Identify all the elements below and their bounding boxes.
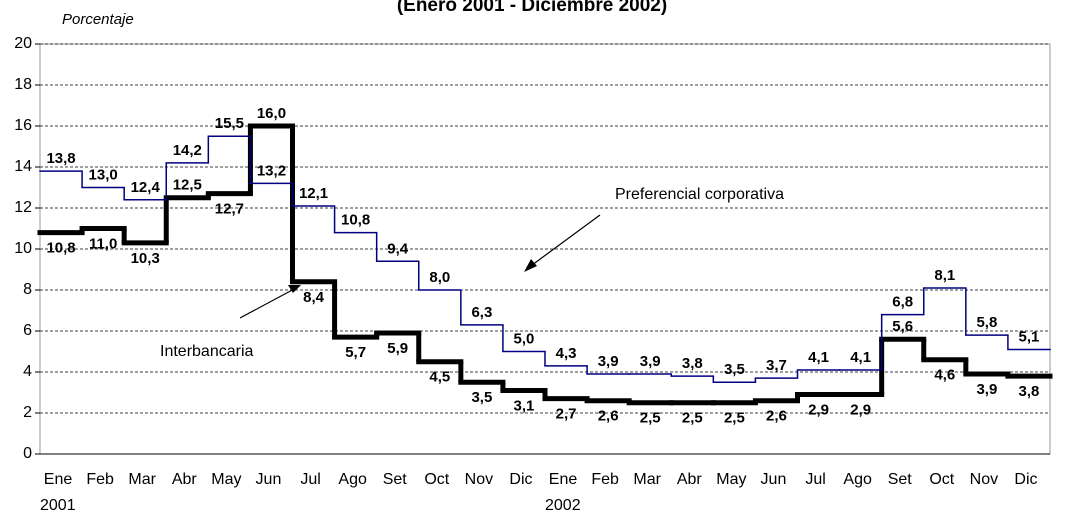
y-tick-label: 4: [23, 363, 32, 380]
value-label: 8,1: [934, 267, 955, 284]
x-tick-label: Mar: [633, 471, 661, 488]
x-tick-label: Ago: [338, 471, 367, 488]
value-label: 5,8: [976, 314, 997, 331]
value-label: 13,0: [89, 166, 118, 183]
y-tick-label: 6: [23, 322, 32, 339]
value-label: 6,3: [471, 304, 492, 321]
x-tick-label: Feb: [86, 471, 114, 488]
value-label: 2,6: [598, 408, 619, 425]
y-tick-label: 8: [23, 281, 32, 298]
value-label: 14,2: [173, 142, 202, 159]
value-label: 10,8: [46, 240, 75, 257]
x-tick-label: Nov: [465, 471, 493, 488]
value-label: 3,9: [976, 381, 997, 398]
x-tick-label: Ene: [44, 471, 73, 488]
value-label: 2,6: [766, 408, 787, 425]
value-label: 2,5: [682, 410, 703, 427]
y-tick-label: 12: [14, 199, 32, 216]
annotation-arrow: [239, 287, 297, 319]
x-tick-label: Set: [383, 471, 408, 488]
x-tick-label: Set: [888, 471, 913, 488]
value-label: 3,9: [640, 353, 661, 370]
value-label: 3,8: [682, 355, 703, 372]
value-label: 15,5: [215, 115, 244, 132]
y-tick-label: 2: [23, 404, 32, 421]
x-group-label: 2002: [545, 497, 581, 514]
value-label: 5,6: [892, 318, 913, 335]
value-label: 4,6: [934, 367, 955, 384]
value-label: 12,4: [131, 179, 161, 196]
value-label: 5,1: [1019, 328, 1040, 345]
x-tick-label: Feb: [591, 471, 619, 488]
x-tick-label: May: [716, 471, 746, 488]
x-tick-label: Jun: [761, 471, 787, 488]
value-label: 3,1: [514, 397, 535, 414]
y-tick-label: 10: [14, 240, 32, 257]
value-label: 10,3: [131, 250, 160, 267]
annotation-arrow: [527, 214, 601, 269]
x-group-label: 2001: [40, 497, 76, 514]
y-tick-label: 14: [14, 158, 32, 175]
x-tick-label: May: [211, 471, 241, 488]
value-label: 13,2: [257, 162, 286, 179]
value-label: 4,5: [429, 369, 450, 386]
value-label: 12,5: [173, 177, 202, 194]
value-label: 2,5: [724, 410, 745, 427]
y-tick-label: 0: [23, 445, 32, 462]
value-label: 5,0: [514, 330, 535, 347]
value-label: 3,9: [598, 353, 619, 370]
value-label: 13,8: [46, 150, 75, 167]
x-tick-label: Oct: [929, 471, 954, 488]
value-label: 5,9: [387, 340, 408, 357]
value-label: 8,0: [429, 269, 450, 286]
value-label: 6,8: [892, 294, 913, 311]
value-label: 4,3: [556, 345, 577, 362]
series-label: Interbancaria: [160, 343, 253, 360]
x-tick-label: Abr: [172, 471, 198, 488]
x-tick-label: Dic: [509, 471, 532, 488]
x-tick-label: Oct: [424, 471, 449, 488]
value-label: 12,1: [299, 185, 328, 202]
value-label: 2,7: [556, 406, 577, 423]
value-label: 16,0: [257, 105, 286, 122]
x-tick-label: Ago: [843, 471, 872, 488]
x-tick-label: Jun: [256, 471, 282, 488]
value-label: 3,7: [766, 357, 787, 374]
x-tick-label: Jul: [805, 471, 825, 488]
y-axis-label: Porcentaje: [62, 11, 134, 28]
value-label: 2,9: [850, 402, 871, 419]
value-label: 2,9: [808, 402, 829, 419]
series-label: Preferencial corporativa: [615, 186, 784, 203]
chart-title: (Enero 2001 - Diciembre 2002): [397, 0, 667, 16]
arrow-head: [288, 285, 301, 293]
value-label: 9,4: [387, 240, 409, 257]
y-tick-label: 18: [14, 76, 32, 93]
x-tick-label: Abr: [677, 471, 703, 488]
value-label: 5,7: [345, 344, 366, 361]
value-label: 12,7: [215, 201, 244, 218]
value-label: 11,0: [89, 235, 117, 252]
value-label: 3,5: [724, 361, 745, 378]
x-tick-label: Dic: [1014, 471, 1037, 488]
x-tick-label: Nov: [970, 471, 998, 488]
x-tick-label: Ene: [549, 471, 578, 488]
arrow-head: [524, 259, 537, 272]
value-label: 3,5: [471, 389, 492, 406]
y-tick-label: 16: [14, 117, 32, 134]
value-label: 2,5: [640, 410, 661, 427]
x-tick-label: Jul: [300, 471, 320, 488]
value-label: 4,1: [850, 349, 871, 366]
value-label: 10,8: [341, 212, 370, 229]
value-label: 8,4: [303, 289, 325, 306]
y-tick-label: 20: [14, 35, 32, 52]
x-tick-label: Mar: [128, 471, 156, 488]
value-label: 4,1: [808, 349, 829, 366]
value-label: 3,8: [1019, 383, 1040, 400]
